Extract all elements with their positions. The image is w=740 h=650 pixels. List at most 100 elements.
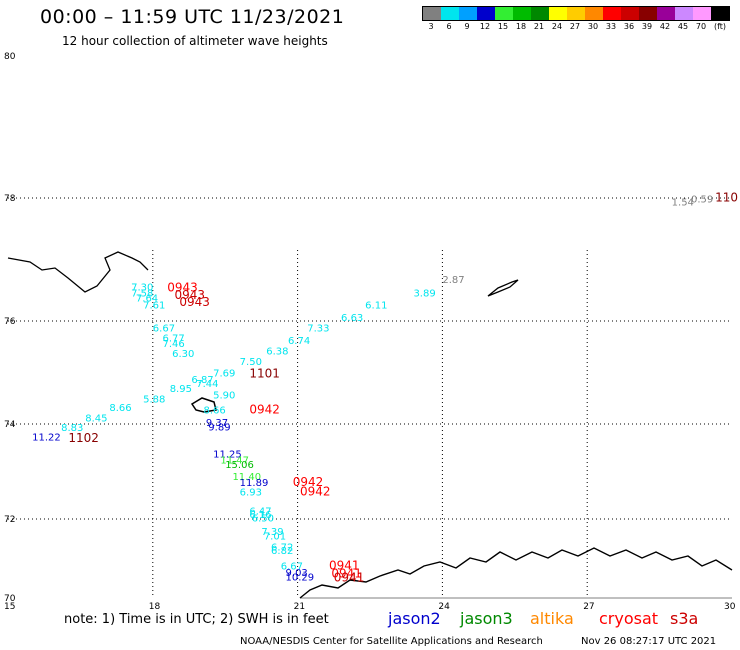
legend-swatch xyxy=(549,7,567,20)
wave-height-label: 6.77 xyxy=(162,334,184,345)
pass-time-label: 0942 xyxy=(300,484,331,498)
wave-height-label: 6.93 xyxy=(240,487,262,498)
wave-height-label: 0.59 xyxy=(691,194,713,205)
wave-height-label: 11.25 xyxy=(213,449,242,460)
wave-height-label: 9.89 xyxy=(208,423,230,434)
wave-height-label: 6.50 xyxy=(252,513,274,524)
longitude-label: 30 xyxy=(724,602,736,612)
legend-swatch xyxy=(621,7,639,20)
pass-time-label: 0943 xyxy=(175,288,206,302)
pass-time-label: 0941 xyxy=(329,559,360,573)
longitude-label: 18 xyxy=(149,602,161,612)
legend-tick-label: 45 xyxy=(677,22,689,31)
wave-height-label: 6.74 xyxy=(288,336,310,347)
latitude-label: 74 xyxy=(4,420,16,430)
wave-height-label: 6.11 xyxy=(365,301,387,312)
wave-height-label: 7.30 xyxy=(131,282,153,293)
pass-time-label: 0941 xyxy=(331,566,362,580)
legend-tick-label: 42 xyxy=(659,22,671,31)
legend-tick-label: 18 xyxy=(515,22,527,31)
latitude-label: 70 xyxy=(4,594,16,604)
satellite-label-jason3: jason3 xyxy=(460,609,513,628)
wave-height-label: 8.83 xyxy=(61,423,83,434)
wave-height-label: 9.03 xyxy=(286,568,308,579)
pass-time-label: 1101 xyxy=(249,367,280,381)
legend-swatch xyxy=(585,7,603,20)
color-legend-labels: 3 6 9 12 15 18 21 24 27 30 33 36 39 42 45 70 xyxy=(422,22,728,31)
legend-tick-label: 39 xyxy=(641,22,653,31)
legend-tick-label: 3 xyxy=(428,22,434,31)
legend-swatch xyxy=(441,7,459,20)
wave-height-label: 10.29 xyxy=(286,573,315,584)
map-subtitle: 12 hour collection of altimeter wave hei… xyxy=(62,34,328,48)
latitude-label: 72 xyxy=(4,515,15,525)
legend-swatch xyxy=(477,7,495,20)
pass-time-label: 1102 xyxy=(68,431,99,445)
longitude-label: 24 xyxy=(438,602,450,612)
pass-time-label: 0943 xyxy=(167,280,198,294)
latitude-label: 80 xyxy=(4,52,16,62)
legend-tick-label: 70 xyxy=(695,22,707,31)
wave-height-label: 7.01 xyxy=(264,532,286,543)
satellite-label-jason2: jason2 xyxy=(388,609,441,628)
wave-height-label: 7.46 xyxy=(162,339,184,350)
wave-height-label: 2.87 xyxy=(442,275,464,286)
longitude-label: 27 xyxy=(583,602,594,612)
legend-swatch xyxy=(423,7,441,20)
wave-height-label: 7.69 xyxy=(213,369,235,380)
latitude-label: 76 xyxy=(4,317,16,327)
wave-height-label: 11.40 xyxy=(232,472,261,483)
coastline-spitsbergen xyxy=(7,251,149,293)
legend-tick-label: 36 xyxy=(623,22,635,31)
longitude-label: 21 xyxy=(294,602,305,612)
legend-swatch xyxy=(603,7,621,20)
wave-height-label: 1.54 xyxy=(672,197,694,208)
legend-unit: (ft) xyxy=(714,22,727,31)
longitude-label: 15 xyxy=(4,602,15,612)
wave-height-label: 3.89 xyxy=(413,288,435,299)
wave-height-label: 6.67 xyxy=(153,323,175,334)
footer-note: note: 1) Time is in UTC; 2) SWH is in fe… xyxy=(64,612,329,627)
legend-swatch xyxy=(675,7,693,20)
satellite-label-altika: altika xyxy=(530,609,574,628)
wave-height-label: 8.66 xyxy=(109,403,131,414)
legend-swatch xyxy=(639,7,657,20)
wave-height-label: 11.22 xyxy=(32,433,61,444)
wave-height-label: 6.38 xyxy=(266,346,288,357)
wave-height-label: 7.39 xyxy=(261,527,283,538)
color-legend-bar xyxy=(422,6,730,21)
coastline-kong-karls-land xyxy=(487,279,519,297)
wave-height-label: 6.16 xyxy=(249,510,271,521)
latitude-label: 78 xyxy=(4,194,16,204)
coastline-bear-island xyxy=(190,397,217,413)
wave-height-label: 7.44 xyxy=(196,379,218,390)
wave-height-label: 15.06 xyxy=(225,460,254,471)
legend-swatch xyxy=(513,7,531,20)
wave-height-label: 9.37 xyxy=(206,418,228,429)
map-title: 00:00 – 11:59 UTC 11/23/2021 xyxy=(40,6,345,28)
legend-tick-label: 12 xyxy=(479,22,491,31)
legend-swatch xyxy=(531,7,549,20)
legend-swatch xyxy=(459,7,477,20)
pass-time-label: 0943 xyxy=(179,295,210,309)
generated-timestamp: Nov 26 08:27:17 UTC 2021 xyxy=(581,636,717,647)
wave-height-label: 8.95 xyxy=(170,384,192,395)
wave-height-label: 6.63 xyxy=(341,313,363,324)
wave-height-label: 8.66 xyxy=(203,406,225,417)
wave-height-label: 5.90 xyxy=(213,390,235,401)
legend-swatch xyxy=(657,7,675,20)
wave-height-label: 8.45 xyxy=(85,413,107,424)
credit-text: NOAA/NESDIS Center for Satellite Applica… xyxy=(240,636,543,647)
satellite-label-s3a: s3a xyxy=(670,609,699,628)
wave-height-label: 7.58 xyxy=(131,288,153,299)
legend-swatch xyxy=(693,7,711,20)
legend-tick-label: 15 xyxy=(497,22,509,31)
wave-height-label: 6.87 xyxy=(191,375,213,386)
wave-height-label: 7.64 xyxy=(136,293,158,304)
legend-swatch xyxy=(711,7,729,20)
wave-height-label: 11.89 xyxy=(240,478,269,489)
coastline-norway xyxy=(299,547,733,599)
wave-height-label: 6.82 xyxy=(271,546,293,557)
